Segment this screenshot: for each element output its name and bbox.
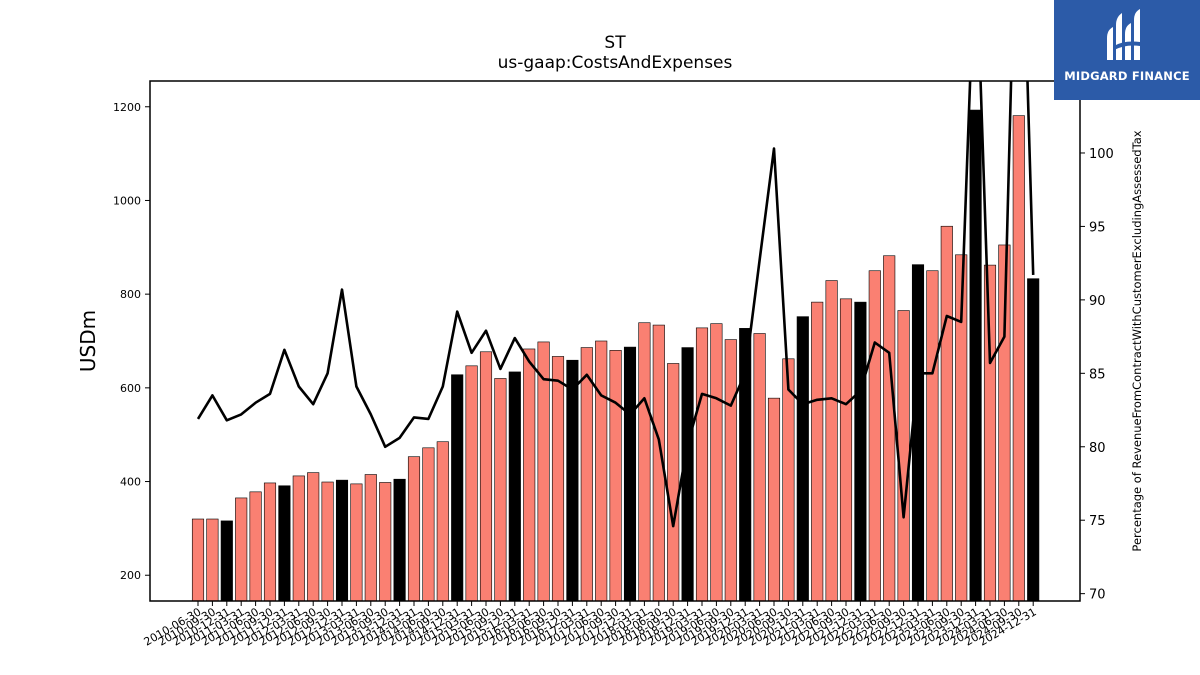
bar (292, 475, 305, 602)
y-tick-label: 400 (120, 476, 141, 489)
bar (364, 474, 377, 602)
bar (479, 351, 493, 602)
y2-tick-label: 85 (1089, 367, 1106, 382)
chart-title: ST (604, 33, 626, 53)
bar (580, 347, 593, 602)
bar (609, 350, 622, 602)
bar (206, 518, 219, 602)
bar (263, 482, 277, 602)
y2-tick-label: 70 (1089, 588, 1106, 603)
bar (940, 225, 953, 602)
y2-tick-label: 90 (1089, 294, 1106, 309)
bar (1027, 278, 1040, 602)
bar (335, 479, 349, 602)
bar (868, 270, 881, 602)
chart-subtitle: us-gaap:CostsAndExpenses (498, 53, 733, 73)
bar (422, 447, 435, 602)
bar (220, 520, 233, 602)
bar (407, 456, 421, 602)
bar (451, 374, 464, 602)
bar (494, 378, 507, 602)
bar (393, 478, 406, 602)
left-axis-ticks: 200 400 600 800 1000 1200 (113, 101, 150, 582)
bar (321, 481, 334, 602)
bar (623, 346, 637, 602)
bar (436, 441, 449, 602)
plot-frame (149, 80, 1081, 602)
y-axis-label: USDm (76, 310, 100, 372)
x-axis-ticks: 2010-06-302010-09-302010-12-312011-03-31… (142, 601, 1039, 649)
bar (551, 356, 565, 602)
right-axis-ticks: 70 75 80 85 90 95 100 (1080, 147, 1114, 603)
bar (753, 333, 766, 602)
bar (811, 301, 824, 602)
bar (235, 497, 248, 602)
bar (825, 280, 838, 602)
y-tick-label: 1000 (113, 194, 141, 207)
bar (897, 310, 910, 602)
y2-axis-label: Percentage of RevenueFromContractWithCus… (1130, 130, 1144, 551)
bar (566, 359, 579, 602)
bar (695, 327, 709, 602)
bar (911, 264, 925, 602)
bar (307, 472, 320, 602)
y-tick-label: 200 (120, 569, 141, 582)
y2-tick-label: 75 (1089, 514, 1106, 529)
midgard-logo-icon (1107, 9, 1140, 60)
line-group (196, 81, 1035, 528)
bar (1012, 115, 1025, 602)
bar (854, 301, 867, 602)
bar (883, 255, 896, 602)
bar (465, 365, 478, 602)
bar (767, 397, 781, 602)
bar (724, 339, 737, 602)
brand-logo-text: MIDGARD FINANCE (1064, 69, 1190, 83)
bar (969, 109, 982, 602)
bar (667, 363, 680, 602)
bar (508, 371, 521, 602)
bar (350, 483, 363, 602)
bar (796, 316, 809, 602)
bar (710, 323, 723, 602)
bar (278, 485, 291, 602)
bar (249, 491, 262, 602)
bar (638, 322, 651, 602)
bar (523, 348, 536, 602)
brand-logo: MIDGARD FINANCE (1054, 0, 1200, 100)
bar (191, 518, 205, 602)
bar (839, 298, 853, 602)
y-tick-label: 800 (120, 288, 141, 301)
y2-tick-label: 80 (1089, 441, 1106, 456)
y2-tick-label: 100 (1089, 147, 1114, 162)
y-tick-label: 1200 (113, 101, 141, 114)
bar (595, 340, 608, 602)
bars-group (191, 109, 1040, 602)
y2-tick-label: 95 (1089, 220, 1106, 235)
ratio-line (196, 81, 1035, 528)
bar (983, 264, 997, 602)
bar (379, 482, 392, 602)
bar (926, 270, 939, 602)
y-tick-label: 600 (120, 382, 141, 395)
